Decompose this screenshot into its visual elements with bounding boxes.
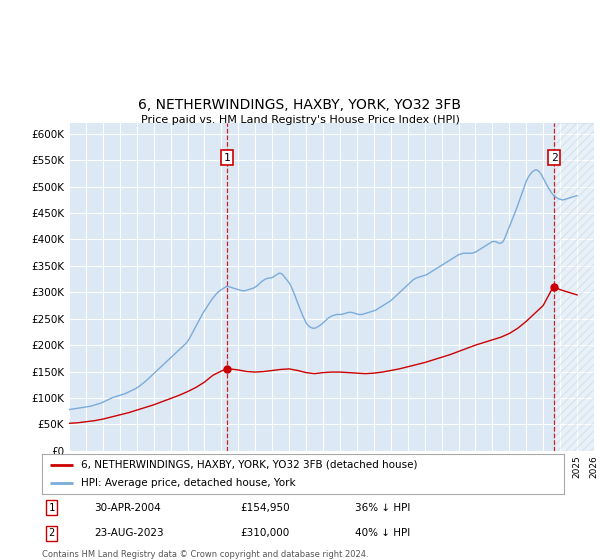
Text: 40% ↓ HPI: 40% ↓ HPI (355, 528, 410, 538)
Text: 1: 1 (224, 152, 230, 162)
Text: Contains HM Land Registry data © Crown copyright and database right 2024.
This d: Contains HM Land Registry data © Crown c… (42, 550, 368, 560)
Text: Price paid vs. HM Land Registry's House Price Index (HPI): Price paid vs. HM Land Registry's House … (140, 115, 460, 125)
Text: 6, NETHERWINDINGS, HAXBY, YORK, YO32 3FB: 6, NETHERWINDINGS, HAXBY, YORK, YO32 3FB (139, 98, 461, 112)
Text: 6, NETHERWINDINGS, HAXBY, YORK, YO32 3FB (detached house): 6, NETHERWINDINGS, HAXBY, YORK, YO32 3FB… (81, 460, 418, 470)
Text: 2: 2 (48, 528, 55, 538)
Text: 1: 1 (48, 502, 55, 512)
Text: HPI: Average price, detached house, York: HPI: Average price, detached house, York (81, 478, 296, 488)
Text: 30-APR-2004: 30-APR-2004 (94, 502, 161, 512)
Text: £310,000: £310,000 (241, 528, 290, 538)
Bar (554, 123, 594, 451)
Text: £154,950: £154,950 (241, 502, 290, 512)
Text: 2: 2 (551, 152, 557, 162)
Text: 36% ↓ HPI: 36% ↓ HPI (355, 502, 410, 512)
Text: 23-AUG-2023: 23-AUG-2023 (94, 528, 164, 538)
